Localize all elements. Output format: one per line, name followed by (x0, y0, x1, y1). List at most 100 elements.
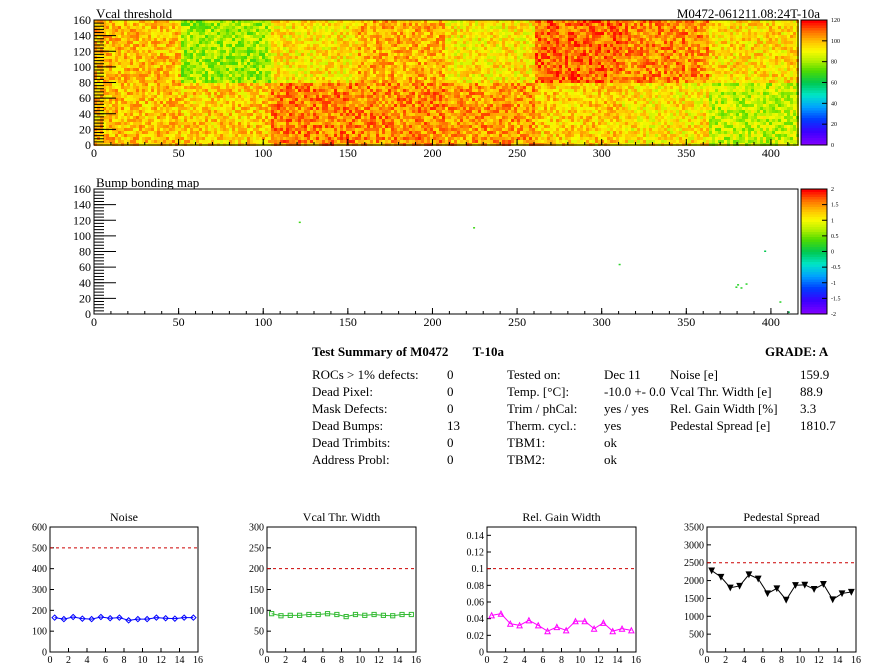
vcal-map-cell (178, 107, 181, 110)
vcal-map-cell (406, 140, 409, 143)
vcal-map-cell (445, 116, 448, 119)
vcal-map-cell (436, 41, 439, 44)
vcal-map-cell (424, 53, 427, 56)
vcal-map-cell (148, 107, 151, 110)
vcal-map-cell (259, 44, 262, 47)
vcal-map-cell (115, 125, 118, 128)
vcal-map-cell (160, 23, 163, 26)
vcal-map-cell (301, 125, 304, 128)
vcal-map-cell (199, 47, 202, 50)
vcal-map-cell (364, 77, 367, 80)
vcal-map-cell (310, 38, 313, 41)
vcal-map-cell (394, 41, 397, 44)
vcal-map-cell (256, 23, 259, 26)
vcal-map-cell (112, 113, 115, 116)
vcal-map-cell (448, 62, 451, 65)
vcal-map-cell (373, 41, 376, 44)
vcal-map-cell (217, 104, 220, 107)
vcal-map-cell (298, 56, 301, 59)
vcal-map-cell (337, 104, 340, 107)
vcal-map-cell (421, 116, 424, 119)
vcal-map-cell (424, 86, 427, 89)
vcal-map-cell (343, 140, 346, 143)
vcal-map-cell (193, 62, 196, 65)
vcal-map-cell (253, 56, 256, 59)
vcal-map-cell (292, 74, 295, 77)
vcal-map-cell (124, 47, 127, 50)
vcal-map-cell (220, 86, 223, 89)
vcal-map-cell (169, 89, 172, 92)
vcal-map-cell (427, 92, 430, 95)
vcal-map-cell (253, 74, 256, 77)
vcal-map-cell (262, 65, 265, 68)
vcal-map-cell (181, 107, 184, 110)
vcal-map-cell (430, 59, 433, 62)
vcal-map-cell (304, 41, 307, 44)
vcal-map-cell (244, 80, 247, 83)
vcal-map-cell (151, 50, 154, 53)
vcal-map-cell (307, 65, 310, 68)
vcal-map-cell (409, 95, 412, 98)
vcal-map-cell (328, 89, 331, 92)
vcal-map-cell (349, 101, 352, 104)
vcal-map-cell (256, 77, 259, 80)
vcal-map-cell (247, 20, 250, 23)
vcal-map-cell (385, 110, 388, 113)
vcal-map-cell (94, 77, 97, 80)
vcal-map-cell (445, 137, 448, 140)
vcal-map-cell (298, 26, 301, 29)
vcal-map-cell (376, 26, 379, 29)
vcal-map-cell (130, 44, 133, 47)
vcal-map-cell (220, 98, 223, 101)
vcal-map-cell (193, 134, 196, 137)
vcal-map-cell (280, 50, 283, 53)
vcal-map-cell (349, 77, 352, 80)
vcal-map-cell (289, 116, 292, 119)
vcal-map-cell (157, 122, 160, 125)
vcal-map-cell (253, 98, 256, 101)
vcal-map-cell (397, 86, 400, 89)
vcal-map-cell (334, 86, 337, 89)
vcal-map-cell (376, 80, 379, 83)
vcal-map-cell (397, 128, 400, 131)
vcal-map-cell (298, 137, 301, 140)
vcal-map-cell (418, 83, 421, 86)
vcal-map-cell (289, 35, 292, 38)
vcal-map-cell (205, 125, 208, 128)
vcal-map-cell (184, 110, 187, 113)
vcal-map-cell (130, 29, 133, 32)
vcal-map-cell (448, 125, 451, 128)
vcal-map-cell (274, 131, 277, 134)
vcal-map-cell (100, 86, 103, 89)
vcal-map-cell (199, 125, 202, 128)
vcal-map-cell (160, 20, 163, 23)
vcal-map-cell (172, 125, 175, 128)
vcal-map-cell (298, 74, 301, 77)
vcal-map-cell (130, 23, 133, 26)
vcal-map-cell (286, 44, 289, 47)
vcal-map-cell (391, 125, 394, 128)
vcal-map-cell (118, 137, 121, 140)
vcal-map-cell (187, 47, 190, 50)
vcal-map-cell (100, 104, 103, 107)
vcal-map-cell (313, 50, 316, 53)
vcal-map-cell (121, 119, 124, 122)
vcal-map-cell (358, 74, 361, 77)
vcal-map-cell (226, 38, 229, 41)
vcal-map-cell (286, 29, 289, 32)
vcal-map-cell (334, 89, 337, 92)
vcal-map-cell (250, 122, 253, 125)
vcal-map-cell (418, 20, 421, 23)
vcal-map-cell (241, 41, 244, 44)
vcal-map-cell (289, 113, 292, 116)
vcal-map-cell (175, 38, 178, 41)
vcal-map-cell (130, 128, 133, 131)
vcal-map-cell (133, 68, 136, 71)
vcal-map-cell (268, 128, 271, 131)
vcal-map-cell (271, 77, 274, 80)
vcal-map-cell (256, 89, 259, 92)
vcal-map-cell (289, 29, 292, 32)
vcal-map-cell (325, 20, 328, 23)
vcal-map-cell (142, 50, 145, 53)
vcal-map-cell (151, 74, 154, 77)
